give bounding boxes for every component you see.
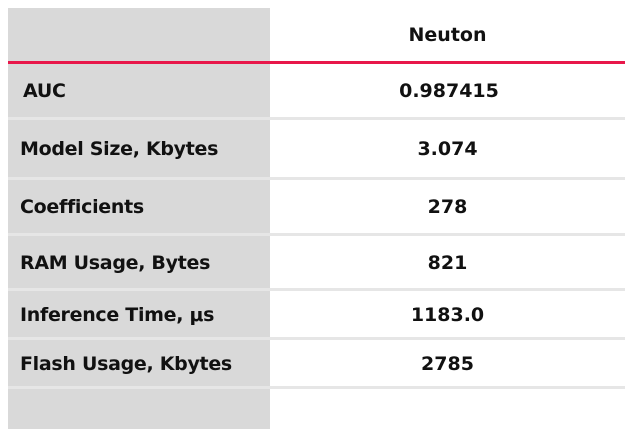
row-label: Coefficients xyxy=(20,196,144,218)
row-divider xyxy=(8,337,625,340)
row-label: Model Size, Kbytes xyxy=(20,138,219,160)
row-divider xyxy=(8,386,625,389)
table-header: Neuton xyxy=(8,8,625,61)
row-label: Inference Time, μs xyxy=(20,303,215,326)
row-value: 821 xyxy=(427,251,468,274)
row-label: RAM Usage, Bytes xyxy=(20,251,211,274)
row-divider xyxy=(8,117,625,120)
row-label: AUC xyxy=(23,80,66,102)
header-neuton: Neuton xyxy=(408,23,487,46)
row-value: 3.074 xyxy=(417,138,478,160)
row-value: 0.987415 xyxy=(399,80,499,102)
table-row: AUC 0.987415 xyxy=(8,64,625,118)
row-value: 1183.0 xyxy=(410,303,485,326)
table-row: Model Size, Kbytes 3.074 xyxy=(8,120,625,178)
row-label: Flash Usage, Kbytes xyxy=(20,352,232,375)
table-row: Flash Usage, Kbytes 2785 xyxy=(8,340,625,387)
row-divider xyxy=(8,177,625,180)
row-divider xyxy=(8,288,625,291)
table-row: Inference Time, μs 1183.0 xyxy=(8,291,625,338)
row-value: 278 xyxy=(427,196,468,218)
row-divider xyxy=(8,233,625,236)
label-column-background xyxy=(8,8,270,429)
table-row: Coefficients 278 xyxy=(8,180,625,234)
row-value: 2785 xyxy=(421,352,474,375)
table-row: RAM Usage, Bytes 821 xyxy=(8,236,625,289)
header-divider xyxy=(8,61,625,64)
